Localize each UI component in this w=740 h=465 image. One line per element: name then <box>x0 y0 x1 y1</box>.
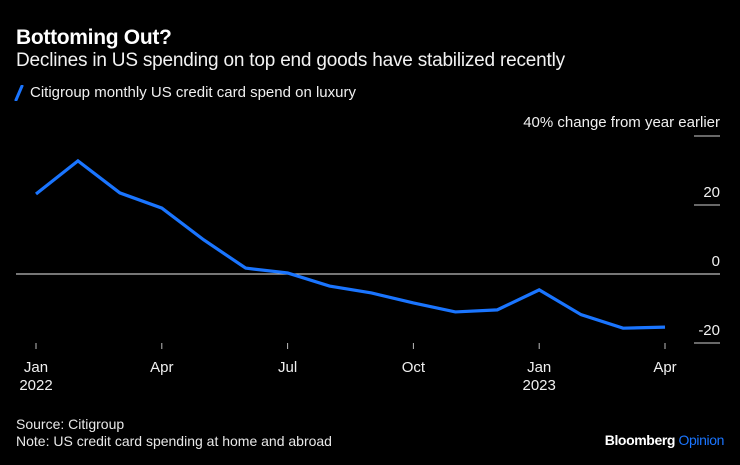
series-line <box>35 158 666 330</box>
y-tick-label: 20 <box>703 184 720 201</box>
brand-main: Bloomberg <box>604 432 676 448</box>
x-tick-label: Jan <box>527 359 551 376</box>
legend: Citigroup monthly US credit card spend o… <box>14 84 356 101</box>
y-tick-label-top: 40 <box>523 114 540 131</box>
x-tick-year-label: 2022 <box>19 377 52 394</box>
y-tick-label: -20 <box>698 322 720 339</box>
legend-label: Citigroup monthly US credit card spend o… <box>30 84 356 101</box>
brand-logo: Bloomberg Opinion <box>604 432 725 448</box>
x-tick-label: Jan <box>24 359 48 376</box>
y-tick-label: 0 <box>712 253 720 270</box>
legend-swatch-icon <box>14 84 24 101</box>
footnotes: Source: Citigroup Note: US credit card s… <box>16 416 332 450</box>
source-note: Source: Citigroup <box>16 416 125 432</box>
x-tick-label: Jul <box>278 359 297 376</box>
x-tick-year-label: 2023 <box>523 377 556 394</box>
chart-title: Bottoming Out? <box>16 26 172 49</box>
brand-accent: Opinion <box>678 432 725 448</box>
y-axis-unit-label: 40% change from year earlier <box>523 114 720 131</box>
x-tick-label: Apr <box>150 359 173 376</box>
x-tick-label: Oct <box>402 359 426 376</box>
y-axis-title: % change from year earlier <box>539 114 720 131</box>
chart-subtitle: Declines in US spending on top end goods… <box>16 50 565 71</box>
x-tick-label: Apr <box>653 359 676 376</box>
note-text: Note: US credit card spending at home an… <box>16 433 332 449</box>
